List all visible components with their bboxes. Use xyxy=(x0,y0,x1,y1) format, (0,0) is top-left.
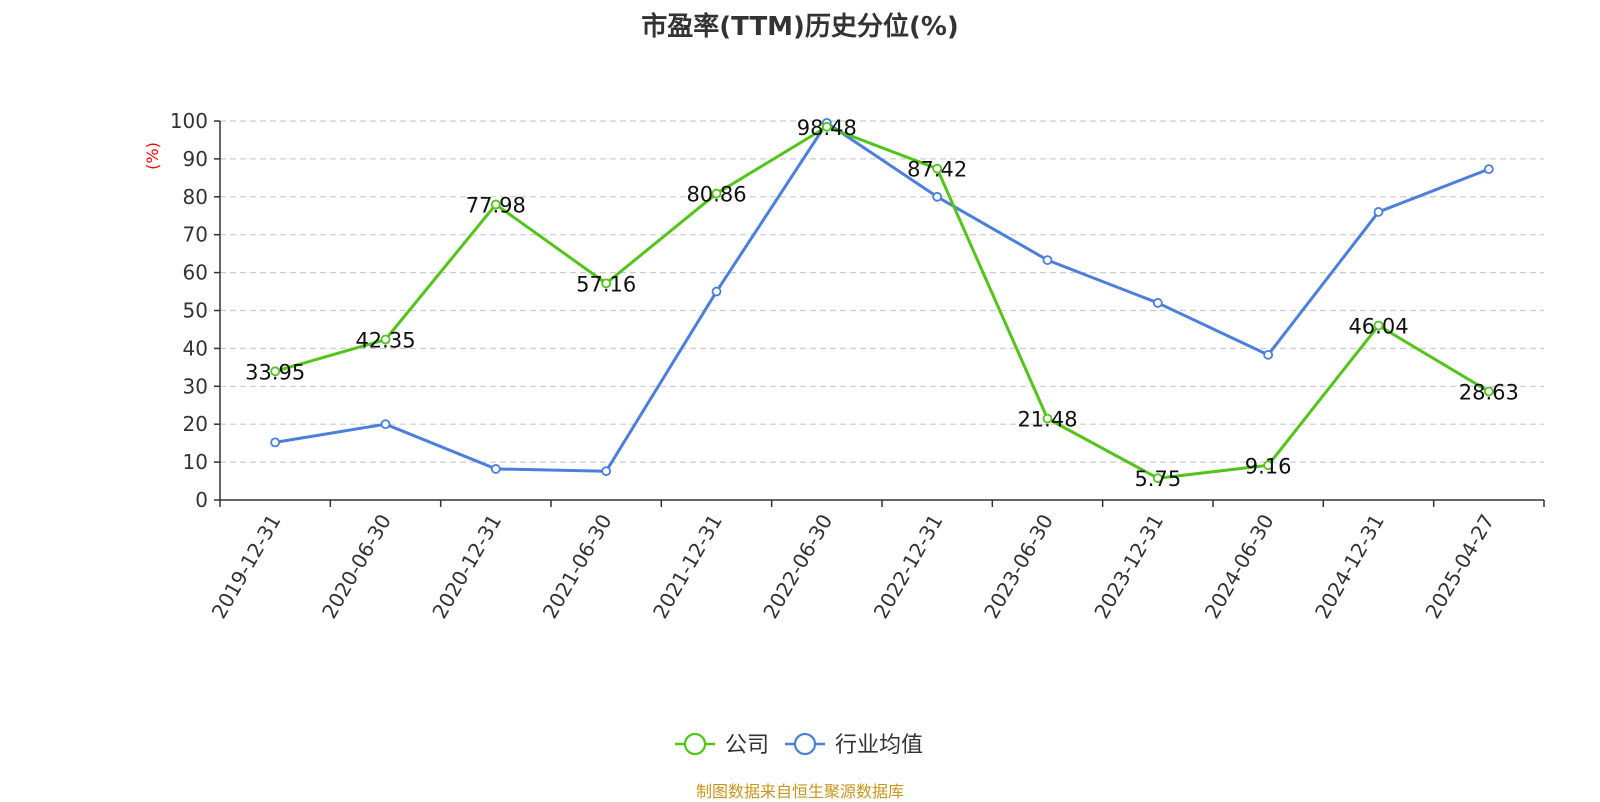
data-label: 87.42 xyxy=(907,158,967,182)
legend-swatch-marker xyxy=(793,732,817,756)
legend-label: 公司 xyxy=(725,733,769,758)
data-point[interactable] xyxy=(1263,349,1274,360)
data-label: 33.95 xyxy=(245,360,305,384)
y-tick-label: 50 xyxy=(183,299,208,323)
data-point[interactable] xyxy=(932,163,943,174)
data-point[interactable] xyxy=(380,334,391,345)
data-label: 57.16 xyxy=(576,272,636,296)
data-point[interactable] xyxy=(1483,164,1494,175)
data-point[interactable] xyxy=(1042,413,1053,424)
data-point[interactable] xyxy=(1373,207,1384,217)
data-point[interactable] xyxy=(1373,320,1384,331)
data-point[interactable] xyxy=(380,419,391,430)
x-tick-label: 2019-12-31 xyxy=(207,510,286,623)
x-tick-label: 2022-12-31 xyxy=(869,510,948,623)
data-point[interactable] xyxy=(601,278,612,289)
data-point[interactable] xyxy=(932,191,943,202)
x-tick-label: 2022-06-30 xyxy=(758,510,837,623)
axes: 0 10 20 30 40 50 60 70 80 90 100 2019-12-31 2020-06-… xyxy=(170,109,1545,623)
y-tick-label: 100 xyxy=(170,109,208,133)
data-point[interactable] xyxy=(1152,298,1163,308)
x-tick-label: 2020-12-31 xyxy=(427,510,506,623)
legend[interactable]: 公司 行业均值 xyxy=(675,732,923,758)
data-point[interactable] xyxy=(1263,460,1274,471)
chart-title: 市盈率(TTM)历史分位(%) xyxy=(641,12,959,42)
data-label: 21.48 xyxy=(1017,408,1077,432)
source-note: 制图数据来自恒生聚源数据库 xyxy=(695,782,904,801)
series-line-industry-average xyxy=(274,121,1490,473)
data-labels: 33.95 42.35 77.98 57.16 80.86 98.48 87.42 21.48… xyxy=(245,116,1519,491)
data-point[interactable] xyxy=(711,188,722,199)
data-label: 80.86 xyxy=(686,183,746,207)
data-point[interactable] xyxy=(490,464,501,474)
y-tick-label: 70 xyxy=(183,223,208,247)
y-axis-unit-label: (%) xyxy=(143,142,162,170)
data-point[interactable] xyxy=(1483,386,1494,397)
data-label: 77.98 xyxy=(466,193,526,217)
x-tick-label: 2025-04-27 xyxy=(1420,510,1499,623)
data-point[interactable] xyxy=(711,286,722,297)
data-label: 9.16 xyxy=(1245,454,1292,478)
x-tick-label: 2024-12-31 xyxy=(1310,510,1389,623)
data-point[interactable] xyxy=(270,437,281,448)
legend-item-industry-average[interactable]: 行业均值 xyxy=(785,732,923,758)
grid-lines xyxy=(220,120,1544,463)
data-point[interactable] xyxy=(1042,255,1053,265)
data-point[interactable] xyxy=(601,466,612,477)
x-tick-label: 2023-06-30 xyxy=(979,510,1058,623)
y-tick-label: 30 xyxy=(183,374,208,398)
data-label: 28.63 xyxy=(1459,380,1519,404)
y-tick-label: 10 xyxy=(183,450,208,474)
data-point[interactable] xyxy=(270,366,281,377)
y-tick-label: 90 xyxy=(183,147,208,171)
series-line-company xyxy=(274,125,1490,480)
series-lines xyxy=(270,117,1494,484)
y-tick-label: 20 xyxy=(183,412,208,436)
data-label: 42.35 xyxy=(355,328,415,352)
x-tick-label: 2021-12-31 xyxy=(648,510,727,623)
legend-label: 行业均值 xyxy=(835,733,923,758)
data-point[interactable] xyxy=(821,121,832,132)
data-label: 46.04 xyxy=(1348,315,1408,339)
legend-item-company[interactable]: 公司 xyxy=(675,732,769,758)
y-tick-label: 60 xyxy=(183,261,208,285)
legend-swatch-marker xyxy=(683,732,707,756)
x-tick-label: 2020-06-30 xyxy=(317,510,396,623)
y-tick-label: 80 xyxy=(183,185,208,209)
data-label: 5.75 xyxy=(1134,467,1181,491)
data-label: 98.48 xyxy=(797,116,857,140)
y-tick-label: 0 xyxy=(195,488,208,512)
data-point[interactable] xyxy=(490,199,501,210)
x-tick-label: 2023-12-31 xyxy=(1089,510,1168,623)
y-tick-label: 40 xyxy=(183,336,208,360)
x-tick-label: 2021-06-30 xyxy=(538,510,617,623)
x-tick-label: 2024-06-30 xyxy=(1200,510,1279,623)
data-point[interactable] xyxy=(1152,473,1163,484)
